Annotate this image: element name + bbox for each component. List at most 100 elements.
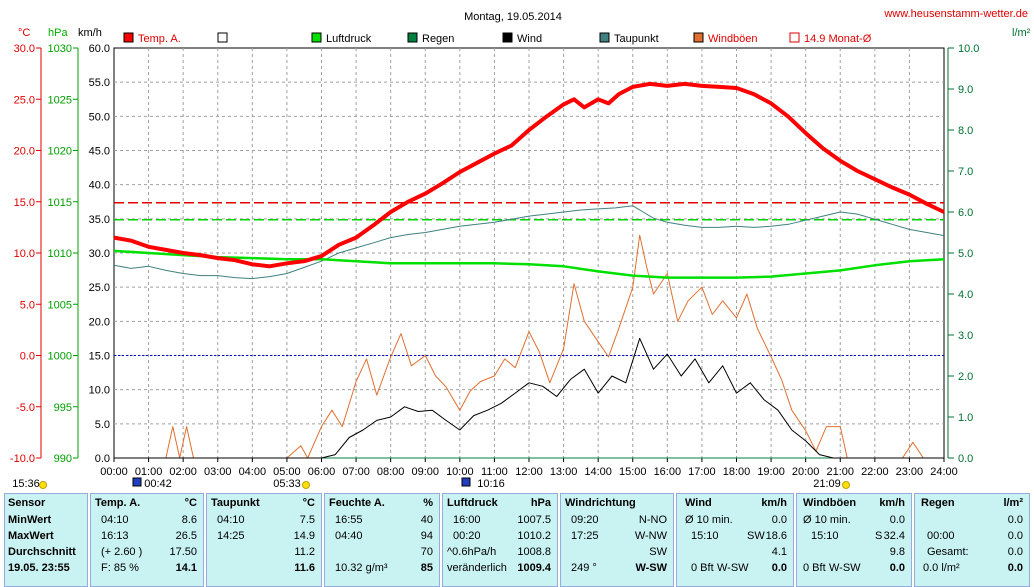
- rain-unit: l/m²: [1012, 27, 1031, 39]
- pressure-min-time: 16:00: [453, 514, 481, 526]
- x-tick-label: 20:00: [792, 466, 820, 478]
- wind-direction-min-value: N-NO: [638, 514, 667, 526]
- wind-tick-label: 25.0: [89, 282, 110, 294]
- series-wind: [114, 337, 944, 459]
- temp-tick-label: 20.0: [14, 146, 35, 158]
- summary-sensor: Sensor MinWert MaxWert Durchschnitt 19.0…: [4, 493, 88, 587]
- row-label-max: MaxWert: [8, 530, 54, 542]
- summary-rain: Regen l/m² 0.0 00:00 0.0 Gesamt: 0.0 0.0 l/…: [914, 493, 1030, 587]
- pressure-trend: ^0.6hPa/h: [447, 546, 497, 558]
- summary-dewpoint: Taupunkt °C 04:10 7.5 14:25 14.9 11.2 11.6: [206, 493, 322, 587]
- wind-min-value: 0.0: [771, 514, 787, 526]
- pressure-title: Luftdruck: [447, 497, 498, 509]
- series-taupunkt: [113, 205, 945, 280]
- gusts-title: Windböen: [803, 497, 857, 509]
- wind-unit: km/h: [78, 27, 102, 39]
- x-tick-label: 00:00: [100, 466, 128, 478]
- time-label-left: 15:36: [12, 478, 40, 490]
- legend-label: Wind: [517, 33, 542, 45]
- temp-tick-label: 30.0: [14, 43, 35, 55]
- series-temp-a: [113, 81, 945, 269]
- x-tick-label: 02:00: [169, 466, 197, 478]
- rain-tick-label: 5.0: [958, 248, 973, 260]
- wind-tick-label: 45.0: [89, 146, 110, 158]
- temp-title: Temp. A.: [95, 497, 141, 509]
- x-tick-label: 13:00: [550, 466, 578, 478]
- legend-label: 14.9 Monat-Ø: [804, 33, 872, 45]
- wind-beaufort: 0 Bft: [691, 562, 714, 574]
- rain-min-value: 0.0: [1007, 514, 1023, 526]
- rain-current-amount: 0.0 l/m²: [923, 562, 960, 574]
- pressure-tick-label: 995: [54, 402, 72, 414]
- rain-tick-label: 7.0: [958, 166, 973, 178]
- x-tick-label: 16:00: [654, 466, 682, 478]
- x-tick-label: 12:00: [515, 466, 543, 478]
- humidity-current-value: 85: [420, 562, 433, 574]
- rain-tick-label: 3.0: [958, 330, 973, 342]
- wind-current-value: 0.0: [771, 562, 787, 574]
- legend-swatch: [789, 32, 800, 43]
- pressure-tendency: veränderlich: [447, 562, 507, 574]
- time-marks: 15:36 00:42 05:33 10:16 21:09: [12, 477, 850, 490]
- legend-label: Windböen: [708, 33, 758, 45]
- temp-trend: (+ 2.60 ): [101, 546, 143, 558]
- rain-unit-label: l/m²: [1003, 497, 1023, 509]
- summary-humidity: Feuchte A.% 16:55 40 04:40 94 70 10.32 g/m…: [324, 493, 440, 587]
- x-tick-label: 19:00: [757, 466, 785, 478]
- wind-direction-current-value: W-SW: [635, 562, 667, 574]
- x-tick-label: 22:00: [861, 466, 889, 478]
- wind-direction-max-value: W-NW: [634, 530, 667, 542]
- legend: Temp. A. Luftdruck Regen Wind Taupunkt Windbö…: [123, 32, 872, 45]
- temp-tick-label: 15.0: [14, 197, 35, 209]
- wind-tick-label: 20.0: [89, 316, 110, 328]
- rain-max-value: 0.0: [1007, 530, 1023, 542]
- pressure-max-time: 00:20: [453, 530, 481, 542]
- dewpoint-avg-value: 11.2: [294, 546, 315, 558]
- wind-avg-value: 4.1: [771, 546, 787, 558]
- pressure-tick-label: 1000: [48, 351, 72, 363]
- sun-icon-rise: [302, 481, 310, 489]
- humidity-absolute: 10.32 g/m³: [335, 562, 388, 574]
- wind-title: Wind: [685, 497, 712, 509]
- humidity-min-time: 16:55: [335, 514, 363, 526]
- x-tick-label: 05:00: [273, 466, 301, 478]
- temp-tick-label: 25.0: [14, 94, 35, 106]
- humidity-max-value: 94: [420, 530, 433, 542]
- rain-tick-label: 10.0: [958, 43, 979, 55]
- wind-tick-label: 55.0: [89, 77, 110, 89]
- temp-max-value: 26.5: [175, 530, 197, 542]
- website-link[interactable]: www.heusenstamm-wetter.de: [883, 8, 1028, 20]
- dewpoint-min-time: 04:10: [217, 514, 245, 526]
- gusts-unit-label: km/h: [879, 497, 905, 509]
- rain-tick-label: 0.0: [958, 453, 973, 465]
- pressure-min-value: 1007.5: [517, 514, 551, 526]
- row-label-avg: Durchschnitt: [8, 546, 76, 558]
- row-label-min: MinWert: [8, 514, 52, 526]
- x-tick-label: 06:00: [308, 466, 336, 478]
- temp-avg-value: 17.50: [169, 546, 197, 558]
- temp-tick-label: 10.0: [14, 248, 35, 260]
- wind-tick-label: 35.0: [89, 214, 110, 226]
- chart-title: Montag, 19.05.2014: [464, 11, 562, 23]
- grid: [113, 47, 945, 459]
- legend-swatch: [407, 32, 418, 43]
- pressure-tick-label: 1025: [48, 94, 72, 106]
- series-luftdruck: [113, 249, 945, 279]
- moon-icon-set: [461, 477, 471, 487]
- rain-tick-label: 8.0: [958, 125, 973, 137]
- pressure-avg-value: 1008.8: [517, 546, 551, 558]
- dewpoint-title: Taupunkt: [211, 497, 260, 509]
- summary-panel: Sensor MinWert MaxWert Durchschnitt 19.0…: [0, 490, 1034, 587]
- gusts-current-direction: W-SW: [829, 562, 861, 574]
- summary-gusts: Windböen km/h Ø 10 min. 0.0 15:10 S 32.4 9.8…: [796, 493, 912, 587]
- summary-temp: Temp. A. °C 04:10 8.6 16:13 26.5 (+ 2.60 ) 1…: [90, 493, 204, 587]
- pressure-tick-label: 1005: [48, 299, 72, 311]
- pressure-tick-label: 990: [54, 453, 72, 465]
- rain-tick-label: 2.0: [958, 371, 973, 383]
- wind-tick-label: 30.0: [89, 248, 110, 260]
- x-tick-label: 21:00: [826, 466, 854, 478]
- pressure-tick-label: 1030: [48, 43, 72, 55]
- gusts-min-value: 0.0: [889, 514, 905, 526]
- temp-tick-label: 5.0: [20, 299, 35, 311]
- moon-icon-rise: [132, 477, 142, 487]
